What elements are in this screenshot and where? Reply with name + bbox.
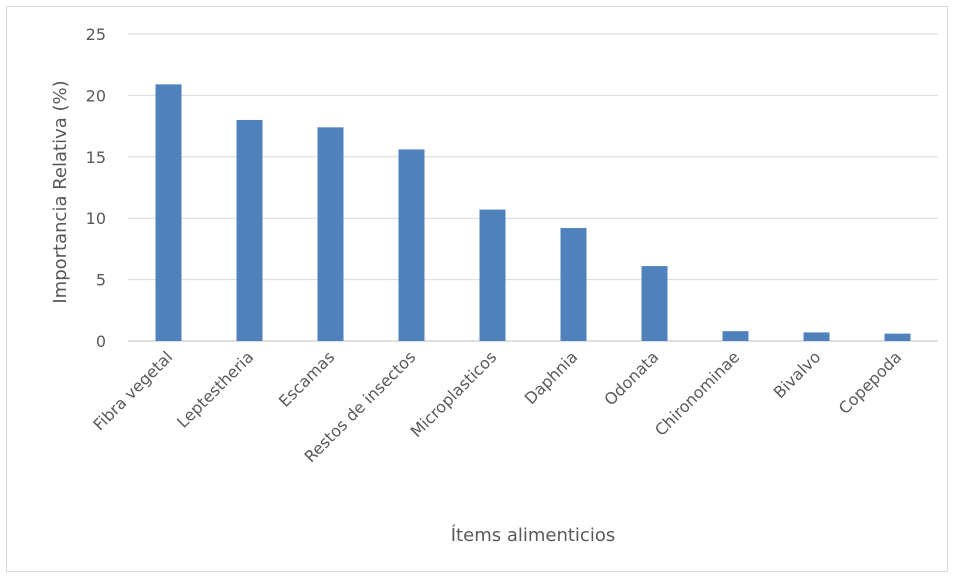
x-tick-label: Daphnia bbox=[521, 347, 582, 408]
y-axis-ticks: 0 5 10 15 20 25 bbox=[86, 25, 106, 351]
bar-bivalvo bbox=[803, 332, 830, 341]
y-tick-label: 15 bbox=[86, 148, 106, 167]
x-axis-title: Ítems alimenticios bbox=[451, 524, 615, 546]
y-tick-label: 5 bbox=[96, 271, 106, 290]
x-tick-label: Copepoda bbox=[835, 347, 906, 418]
bar-daphnia bbox=[560, 228, 587, 341]
bar-microplasticos bbox=[479, 209, 506, 341]
x-tick-label: Bivalvo bbox=[770, 347, 825, 402]
bar-fibra-vegetal bbox=[155, 84, 182, 342]
gridlines bbox=[128, 33, 938, 342]
x-tick-label: Escamas bbox=[275, 347, 338, 410]
bar-chironominae bbox=[722, 331, 749, 341]
bar-restos-de-insectos bbox=[398, 149, 425, 341]
y-axis-title: Importancia Relativa (%) bbox=[50, 80, 71, 303]
x-tick-label: Leptestheria bbox=[173, 347, 257, 431]
x-tick-label: Odonata bbox=[600, 347, 662, 409]
x-tick-label: Microplasticos bbox=[407, 347, 501, 441]
bar-odonata bbox=[641, 266, 668, 341]
y-tick-label: 0 bbox=[96, 332, 106, 351]
y-tick-label: 25 bbox=[86, 25, 106, 44]
bar-leptestheria bbox=[236, 119, 263, 342]
x-tick-label: Chironominae bbox=[651, 347, 743, 439]
y-tick-label: 10 bbox=[86, 209, 106, 228]
y-tick-label: 20 bbox=[86, 86, 106, 105]
bars bbox=[155, 84, 911, 342]
bar-escamas bbox=[317, 127, 344, 341]
x-tick-label: Fibra vegetal bbox=[89, 347, 176, 434]
bar-copepoda bbox=[884, 333, 911, 341]
